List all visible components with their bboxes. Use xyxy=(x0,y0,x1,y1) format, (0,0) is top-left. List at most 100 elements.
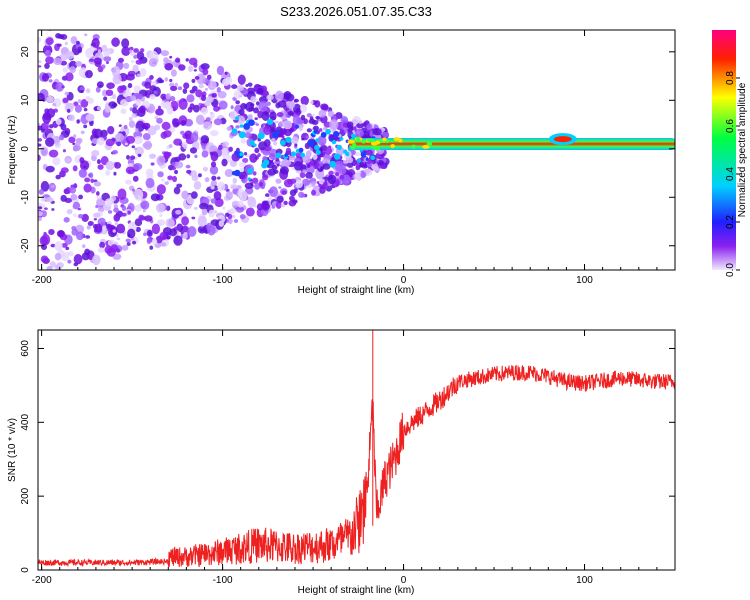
noise-blob xyxy=(55,174,61,180)
noise-blob xyxy=(78,194,83,200)
noise-blob xyxy=(149,93,156,100)
noise-blob xyxy=(45,137,55,147)
noise-blob xyxy=(210,161,217,168)
noise-blob xyxy=(55,82,64,92)
noise-blob xyxy=(85,235,91,239)
noise-blob xyxy=(359,161,365,167)
noise-blob xyxy=(186,169,192,174)
noise-blob xyxy=(258,100,268,113)
noise-blob xyxy=(285,93,295,102)
noise-blob xyxy=(73,253,83,265)
noise-blob xyxy=(351,159,357,167)
noise-blob xyxy=(129,49,133,53)
noise-blob xyxy=(48,228,55,235)
noise-blob xyxy=(45,37,54,46)
noise-blob xyxy=(54,252,62,261)
noise-blob xyxy=(45,196,54,203)
noise-blob xyxy=(278,128,288,136)
noise-blob xyxy=(300,103,308,113)
noise-blob xyxy=(71,225,77,231)
noise-blob xyxy=(156,155,166,166)
snr-y-axis-label: SNR (10 * v/v) xyxy=(7,418,18,482)
noise-blob xyxy=(136,73,141,78)
noise-blob xyxy=(113,204,119,209)
noise-blob xyxy=(171,162,176,167)
noise-blob xyxy=(116,141,122,147)
noise-blob xyxy=(310,100,314,105)
noise-blob xyxy=(113,171,117,176)
colorbar-tick-label: 0.6 xyxy=(725,119,736,133)
noise-blob xyxy=(103,55,112,62)
noise-blob xyxy=(53,57,63,66)
noise-blob xyxy=(249,153,258,163)
noise-blob xyxy=(57,34,65,40)
noise-blob xyxy=(190,191,198,199)
noise-blob xyxy=(91,128,98,137)
noise-blob xyxy=(114,222,119,226)
noise-blob xyxy=(59,134,65,141)
noise-blob xyxy=(109,96,113,100)
noise-blob xyxy=(133,188,144,201)
noise-blob xyxy=(135,128,139,133)
noise-blob xyxy=(51,208,55,211)
noise-blob xyxy=(178,98,188,110)
noise-blob xyxy=(148,57,158,67)
noise-blob xyxy=(346,162,354,168)
noise-blob xyxy=(253,107,259,114)
spectrogram-y-ticks: -20 -10 0 10 20 xyxy=(20,46,675,253)
noise-blob xyxy=(137,121,142,125)
noise-blob xyxy=(48,79,53,83)
noise-blob xyxy=(302,155,311,164)
noise-blob xyxy=(97,49,101,53)
noise-blob xyxy=(64,41,68,46)
noise-blob xyxy=(85,88,91,94)
noise-blob xyxy=(273,141,278,146)
noise-blob xyxy=(67,102,75,110)
noise-blob xyxy=(65,50,75,60)
noise-blob xyxy=(210,185,215,190)
noise-blob xyxy=(72,201,81,210)
noise-blob xyxy=(138,214,145,220)
noise-blob xyxy=(88,58,95,63)
colorbar-scale xyxy=(712,30,736,270)
noise-blob xyxy=(145,168,154,177)
noise-blob xyxy=(131,145,136,149)
noise-blob xyxy=(153,90,158,95)
noise-blob xyxy=(79,86,85,91)
noise-blob xyxy=(210,130,219,137)
noise-blob xyxy=(95,191,100,196)
transition-blob xyxy=(238,131,246,139)
noise-blob xyxy=(45,56,55,65)
transition-blob xyxy=(275,152,282,159)
noise-blob xyxy=(314,162,320,167)
noise-blob xyxy=(122,140,126,144)
noise-blob xyxy=(125,135,136,144)
noise-blob xyxy=(175,57,181,63)
noise-blob xyxy=(217,181,226,192)
noise-blob xyxy=(244,132,252,139)
noise-blob xyxy=(185,164,191,169)
noise-blob xyxy=(161,121,171,131)
noise-blob xyxy=(113,162,122,169)
noise-blob xyxy=(308,118,316,124)
noise-blob xyxy=(311,113,315,117)
noise-blob xyxy=(61,85,65,89)
transition-blob xyxy=(314,144,320,151)
noise-blob xyxy=(346,157,354,163)
transition-blob xyxy=(239,152,244,157)
transition-blob xyxy=(315,138,320,143)
noise-blob xyxy=(133,136,143,145)
noise-blob xyxy=(40,128,46,133)
noise-blob xyxy=(73,143,81,152)
noise-blob xyxy=(288,199,297,207)
noise-blob xyxy=(170,69,177,77)
noise-blob xyxy=(173,138,183,146)
noise-blob xyxy=(117,188,127,200)
noise-blob xyxy=(159,213,163,218)
noise-blob xyxy=(105,138,115,147)
noise-blob xyxy=(73,262,79,267)
noise-blob xyxy=(176,183,183,188)
spectrogram-noise-layer xyxy=(38,30,390,270)
noise-blob xyxy=(46,266,53,270)
noise-blob xyxy=(127,233,131,238)
